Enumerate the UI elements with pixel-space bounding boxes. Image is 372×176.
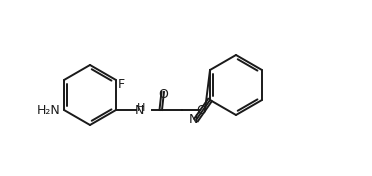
Text: O: O [158, 88, 168, 101]
Text: O: O [196, 105, 206, 118]
Text: F: F [118, 78, 125, 91]
Text: N: N [188, 113, 198, 126]
Text: H: H [137, 103, 145, 113]
Text: N: N [135, 105, 144, 118]
Text: H₂N: H₂N [36, 103, 60, 117]
